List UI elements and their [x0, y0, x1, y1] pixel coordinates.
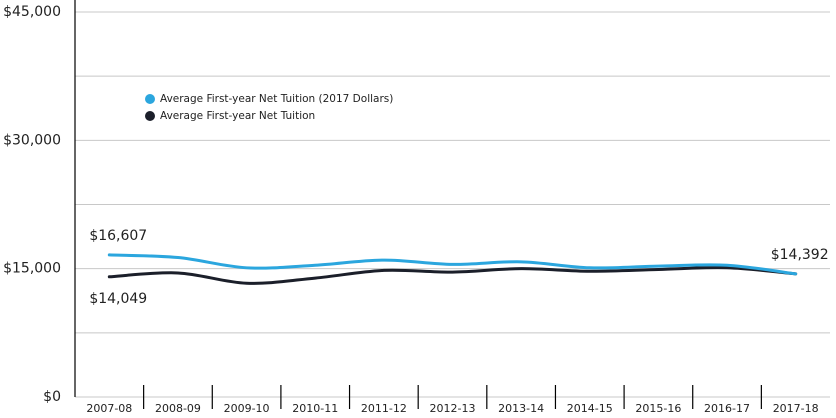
x-tick-label: 2016-17	[704, 402, 750, 415]
y-tick-label: $45,000	[3, 4, 61, 20]
series-line	[107, 253, 798, 276]
x-tick-label: 2012-13	[430, 402, 476, 415]
x-tick-label: 2010-11	[292, 402, 338, 415]
legend-label: Average First-year Net Tuition (2017 Dol…	[160, 93, 393, 105]
y-tick-label: $15,000	[3, 261, 61, 277]
x-tick-label: 2011-12	[361, 402, 407, 415]
data-label: $14,049	[89, 291, 147, 307]
x-tick-label: 2013-14	[498, 402, 544, 415]
data-label: $16,607	[89, 228, 147, 244]
x-tick-label: 2008-09	[155, 402, 201, 415]
y-tick-label: $0	[43, 389, 61, 405]
x-tick-label: 2015-16	[635, 402, 681, 415]
x-tick-label: 2007-08	[86, 402, 132, 415]
legend-label: Average First-year Net Tuition	[160, 110, 315, 122]
series-line	[107, 266, 798, 285]
data-label: $14,392	[771, 247, 829, 263]
x-tick-label: 2009-10	[224, 402, 270, 415]
x-tick-label: 2014-15	[567, 402, 613, 415]
legend-marker	[145, 111, 155, 121]
y-tick-label: $30,000	[3, 132, 61, 148]
legend-marker	[145, 94, 155, 104]
x-tick-label: 2017-18	[773, 402, 819, 415]
